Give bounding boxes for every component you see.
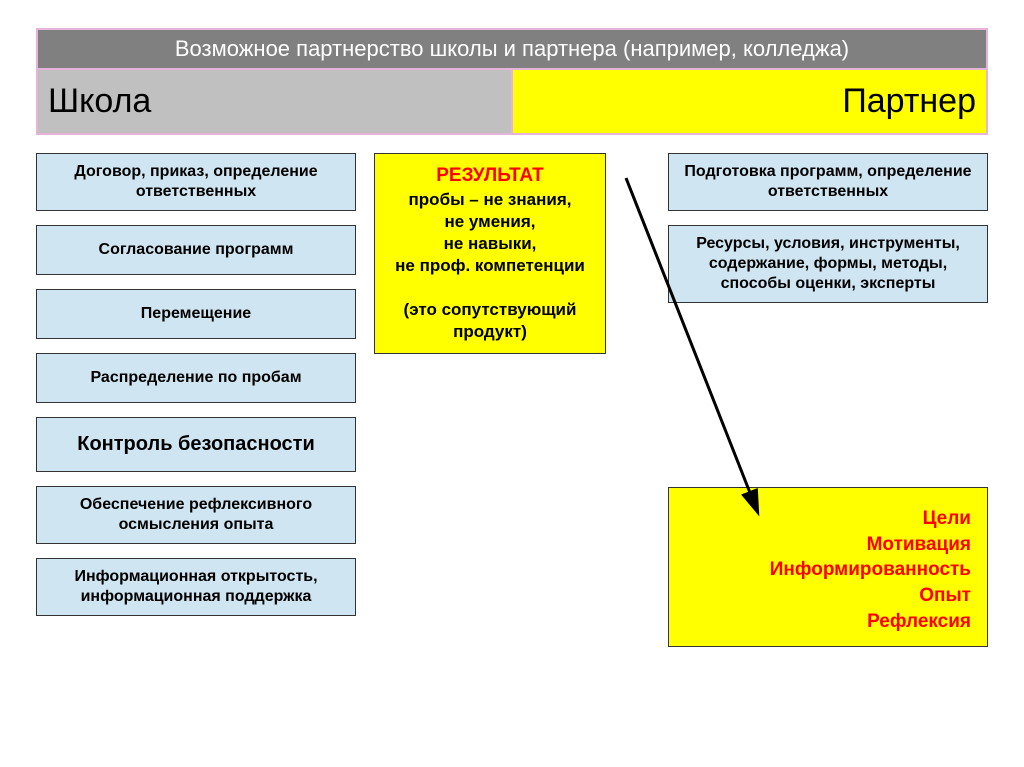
header-title: Возможное партнерство школы и партнера (… xyxy=(175,36,849,61)
result-box: РЕЗУЛЬТАТ пробы – не знания, не умения, … xyxy=(374,153,606,354)
left-item-2: Перемещение xyxy=(36,289,356,339)
left-column: Договор, приказ, определение ответственн… xyxy=(36,153,356,647)
left-item-4: Контроль безопасности xyxy=(36,417,356,472)
header-banner: Возможное партнерство школы и партнера (… xyxy=(36,28,988,70)
right-item-1: Ресурсы, условия, инструменты, содержани… xyxy=(668,225,988,303)
result-line-2: не навыки, xyxy=(387,233,593,255)
right-item-0: Подготовка программ, определение ответст… xyxy=(668,153,988,211)
result-title: РЕЗУЛЬТАТ xyxy=(387,164,593,189)
goal-1: Мотивация xyxy=(685,532,971,558)
subheader-partner: Партнер xyxy=(513,70,988,135)
left-item-0: Договор, приказ, определение ответственн… xyxy=(36,153,356,211)
left-item-3: Распределение по пробам xyxy=(36,353,356,403)
result-line-0: пробы – не знания, xyxy=(387,189,593,211)
result-line-5: (это сопутствующий продукт) xyxy=(387,299,593,343)
result-line-1: не умения, xyxy=(387,211,593,233)
goal-3: Опыт xyxy=(685,583,971,609)
partner-label: Партнер xyxy=(842,82,976,120)
goal-0: Цели xyxy=(685,506,971,532)
subheader-row: Школа Партнер xyxy=(36,70,988,135)
left-item-5: Обеспечение рефлексивного осмысления опы… xyxy=(36,486,356,544)
center-column: РЕЗУЛЬТАТ пробы – не знания, не умения, … xyxy=(374,153,606,647)
goals-box: Цели Мотивация Информированность Опыт Ре… xyxy=(668,487,988,647)
subheader-school: Школа xyxy=(36,70,513,135)
left-item-6: Информационная открытость, информационна… xyxy=(36,558,356,616)
goal-4: Рефлексия xyxy=(685,609,971,635)
left-item-1: Согласование программ xyxy=(36,225,356,275)
result-line-4 xyxy=(387,277,593,299)
main-columns: Договор, приказ, определение ответственн… xyxy=(36,153,988,647)
goal-2: Информированность xyxy=(685,557,971,583)
right-column: Подготовка программ, определение ответст… xyxy=(668,153,988,647)
school-label: Школа xyxy=(48,82,151,120)
result-line-3: не проф. компетенции xyxy=(387,255,593,277)
